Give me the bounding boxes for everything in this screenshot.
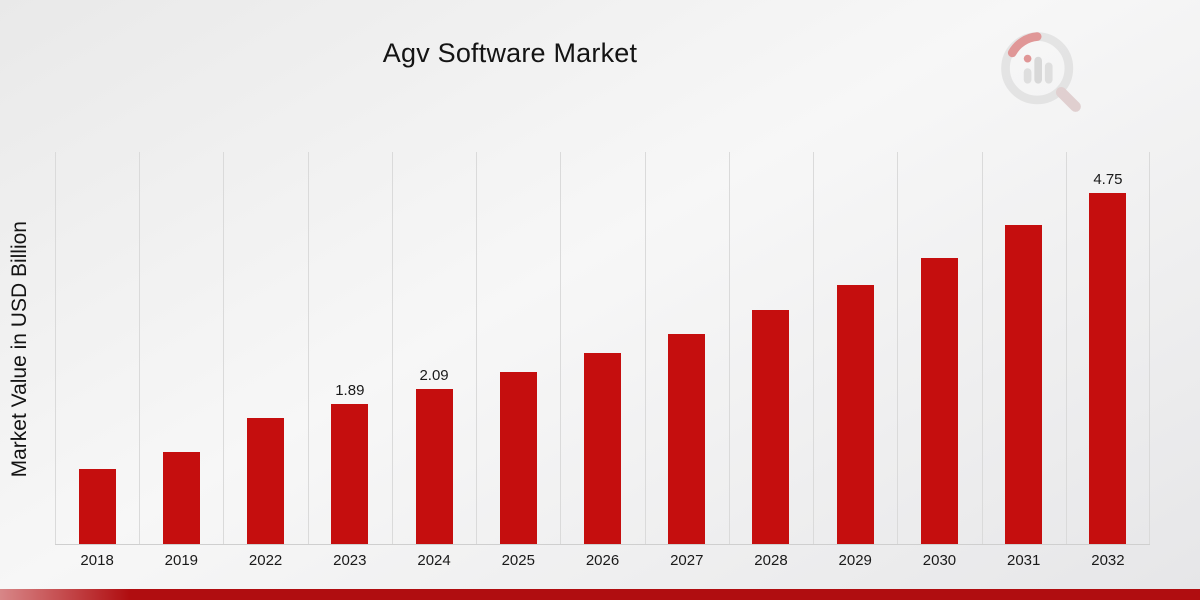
bars: 1.89 2.09 4.75 [55,152,1150,544]
bar-2025 [499,372,537,544]
bar-2018 [78,468,116,544]
bar-2026 [584,353,622,544]
value-label-2032: 4.75 [1093,170,1123,188]
gridline [391,152,393,544]
gridline [897,152,899,544]
gridline [139,152,141,544]
x-tick-label-2019: 2019 [164,552,199,569]
gridline [981,152,983,544]
gridline [223,152,225,544]
x-tick-label-2028: 2028 [754,552,788,569]
x-tick-label-2023: 2023 [333,552,367,569]
bar-2019 [162,451,200,544]
bottom-accent-wedge [0,589,130,600]
bar-slot [560,152,644,544]
value-label-2024: 2.09 [419,367,449,385]
x-tick-label-2029: 2029 [838,552,872,569]
y-axis-title: Market Value in USD Billion [8,220,31,478]
bar-slot [139,152,223,544]
bar-slot: 4.75 [1066,152,1150,544]
gridline [813,152,815,544]
x-tick-label-2030: 2030 [922,552,957,569]
bar-slot [476,152,560,544]
gridline [55,152,56,544]
value-label-2023: 1.89 [335,382,365,400]
bar-2029 [836,285,874,544]
chart-title: Agv Software Market [382,38,638,68]
gridline [1065,152,1067,544]
x-tick-label-2027: 2027 [670,552,704,569]
gridline [560,152,562,544]
bar-2032: 4.75 [1089,171,1127,544]
bar-slot [55,152,139,544]
bar-2022 [247,418,285,544]
bar-slot: 1.89 [308,152,392,544]
x-axis-labels: 2018 2019 2022 2023 2024 2025 2026 2027 2028 2029… [55,552,1150,569]
y-axis-title-wrap: Market Value in USD Billion [2,150,38,548]
x-tick-label-2022: 2022 [248,552,283,569]
plot-area: 1.89 2.09 4.75 [55,152,1150,545]
gridline [307,152,309,544]
x-tick-label-2024: 2024 [417,552,451,569]
x-tick-label-2032: 2032 [1091,552,1125,569]
x-tick-label-2031: 2031 [1007,552,1041,569]
bar-2023: 1.89 [331,382,369,544]
bar-slot: 2.09 [392,152,476,544]
gridline [728,152,730,544]
bar-slot [223,152,307,544]
bar-slot [897,152,981,544]
gridline [1149,152,1150,544]
bar-chart: 1.89 2.09 4.75 2018 2019 2022 2023 2024 2025 202… [55,152,1150,576]
bar-2031 [1005,225,1043,544]
bar-2024: 2.09 [415,367,453,544]
bar-2030 [920,257,958,544]
x-tick-label-2018: 2018 [80,552,114,569]
gridline [644,152,646,544]
bar-2028 [752,310,790,544]
bar-slot [645,152,729,544]
bar-slot [982,152,1066,544]
bar-slot [813,152,897,544]
bar-2027 [668,333,706,544]
x-tick-label-2025: 2025 [501,552,535,569]
bottom-accent-bar [0,589,1200,600]
x-tick-label-2026: 2026 [585,552,620,569]
gridline [476,152,478,544]
bar-slot [729,152,813,544]
brand-logo-icon [1001,32,1081,112]
